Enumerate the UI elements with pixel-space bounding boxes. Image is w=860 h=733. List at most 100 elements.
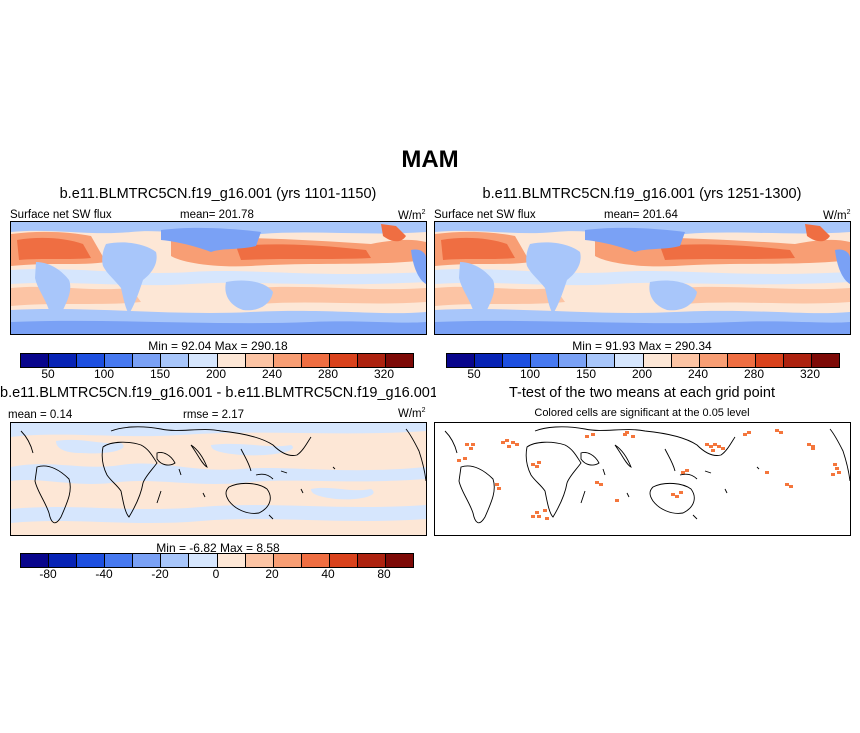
colorbar-swatch [559, 354, 588, 367]
colorbar-swatch [643, 354, 672, 367]
colorbar-tick-label: -20 [151, 567, 169, 581]
significant-cell [675, 495, 679, 498]
panel-title-top-right: b.e11.BLMTRC5CN.f19_g16.001 (yrs 1251-13… [482, 186, 802, 202]
significant-cell [535, 465, 539, 468]
significant-cell [807, 443, 811, 446]
significant-cell [717, 445, 721, 448]
colorbar-swatch [357, 354, 387, 367]
colorbar-tick-label: 200 [631, 367, 653, 381]
colorbar-swatch [133, 554, 162, 567]
significant-cell [505, 439, 509, 442]
significant-cell [713, 443, 717, 446]
mean-label-top-left: mean= 201.78 [180, 209, 254, 221]
significant-cell [585, 435, 589, 438]
significant-cell [545, 517, 549, 520]
significant-cell [837, 471, 841, 474]
panel-title-bottom-right: T-test of the two means at each grid poi… [509, 385, 775, 401]
colorbar-tick-label: 240 [261, 367, 283, 381]
significant-cell [709, 445, 713, 448]
colorbar-tick-label: 0 [212, 567, 220, 581]
colorbar-swatch [217, 354, 246, 367]
mean-label-top-right: mean= 201.64 [604, 209, 678, 221]
significant-cell [591, 433, 595, 436]
significant-cell [497, 487, 501, 490]
colorbar-tick-label: 150 [575, 367, 597, 381]
significant-cell [531, 463, 535, 466]
colorbar-swatch [386, 354, 414, 367]
colorbar-swatch [21, 554, 50, 567]
colorbar-swatch [699, 354, 728, 367]
colorbar-swatch [671, 354, 700, 367]
significant-cell [511, 441, 515, 444]
colorbar-tick-label: -40 [95, 567, 113, 581]
significant-cell [469, 447, 473, 450]
minmax-top-left: Min = 92.04 Max = 290.18 [148, 339, 288, 353]
colorbar-bottom-left [20, 553, 414, 568]
sw-flux-field-2 [435, 222, 850, 334]
significant-cell [747, 431, 751, 434]
sw-flux-field-1 [11, 222, 426, 334]
panel-title-bottom-left: b.e11.BLMTRC5CN.f19_g16.001 - b.e11.BLMT… [0, 385, 436, 401]
colorbar-swatch [189, 354, 218, 367]
significant-cell [515, 443, 519, 446]
colorbar-swatch [245, 354, 274, 367]
significant-cell [811, 445, 815, 448]
colorbar-tick-label: 80 [377, 567, 391, 581]
colorbar-swatch [503, 354, 532, 367]
significant-cell [537, 461, 541, 464]
significant-cell [537, 515, 541, 518]
map-top-left [10, 221, 427, 335]
significant-cell [785, 483, 789, 486]
significant-cell [835, 467, 839, 470]
colorbar-swatch [475, 354, 504, 367]
minmax-top-right: Min = 91.93 Max = 290.34 [572, 339, 712, 353]
colorbar-tick-label: 100 [93, 367, 115, 381]
significant-cell [811, 447, 815, 450]
colorbar-swatch [161, 554, 190, 567]
significant-cell [671, 493, 675, 496]
variable-label-top-right: Surface net SW flux [434, 209, 536, 221]
significant-cells [457, 429, 841, 520]
colorbar-swatch [245, 554, 274, 567]
significant-cell [831, 473, 835, 476]
colorbar-tick-label: 50 [41, 367, 55, 381]
significant-cell [599, 483, 603, 486]
significant-cell [471, 443, 475, 446]
significant-cell [501, 441, 505, 444]
colorbar-tick-label: -80 [39, 567, 57, 581]
colorbar-swatch [615, 354, 644, 367]
colorbar-swatch [329, 354, 358, 367]
units-label-top-left: W/m2 [398, 209, 426, 222]
significant-cell [531, 515, 535, 518]
colorbar-swatch [77, 354, 106, 367]
colorbar-swatch [105, 354, 134, 367]
significant-cell [625, 431, 629, 434]
colorbar-swatch [77, 554, 106, 567]
map-bottom-right [434, 422, 851, 536]
colorbar-tick-label: 150 [149, 367, 171, 381]
significant-cell [681, 471, 685, 474]
minmax-bottom-left: Min = -6.82 Max = 8.58 [156, 541, 280, 555]
colorbar-top-left [20, 353, 414, 368]
variable-label-top-left: Surface net SW flux [10, 209, 112, 221]
significant-cell [721, 447, 725, 450]
significant-cell [457, 459, 461, 462]
colorbar-swatch [301, 354, 330, 367]
significant-cell [623, 433, 627, 436]
colorbar-tick-label: 50 [467, 367, 481, 381]
significant-cell [463, 457, 467, 460]
colorbar-swatch [21, 354, 50, 367]
rmse-label-bottom-left: rmse = 2.17 [183, 409, 245, 421]
significant-cell [711, 449, 715, 452]
colorbar-swatch [301, 554, 330, 567]
colorbar-swatch [727, 354, 756, 367]
map-bottom-left [10, 422, 427, 536]
significant-cell [685, 469, 689, 472]
colorbar-tick-label: 240 [687, 367, 709, 381]
colorbar-swatch [329, 554, 358, 567]
significant-cell [535, 511, 539, 514]
colorbar-swatch [357, 554, 387, 567]
mean-label-bottom-left: mean = 0.14 [8, 409, 73, 421]
significant-cell [743, 433, 747, 436]
significant-cell [765, 471, 769, 474]
